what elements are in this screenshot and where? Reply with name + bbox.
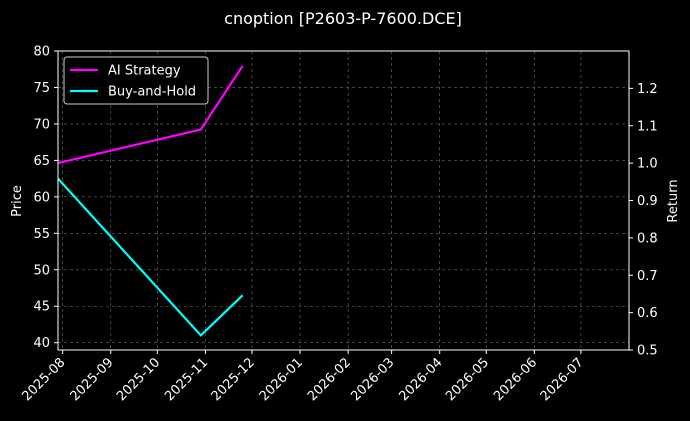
x-tick-label: 2026-03 — [348, 355, 397, 404]
series-layer — [57, 65, 244, 337]
y-tick-label: 55 — [33, 227, 50, 242]
series-line-buy-and-hold — [57, 177, 244, 337]
y-tick-label: 75 — [33, 81, 50, 96]
x-tick-label: 2025-12 — [209, 355, 258, 404]
x-tick-label: 2025-08 — [19, 355, 68, 404]
x-tick-label: 2025-10 — [114, 355, 163, 404]
x-tick-label: 2026-06 — [491, 355, 540, 404]
y-tick-label: 50 — [33, 263, 50, 278]
y2-tick-label: 1.2 — [637, 82, 658, 97]
x-tick-label: 2026-02 — [305, 355, 354, 404]
x-tick-label: 2026-07 — [538, 355, 587, 404]
x-tick-label: 2026-04 — [397, 355, 446, 404]
left-y-axis: 40 45 50 55 60 65 70 75 80 — [33, 45, 58, 351]
y2-tick-label: 1.0 — [637, 157, 658, 172]
legend: AI Strategy Buy-and-Hold — [63, 56, 209, 105]
x-tick-label: 2025-09 — [68, 355, 117, 404]
y-tick-label: 40 — [33, 336, 50, 351]
y-axis-label: Price — [10, 185, 25, 217]
x-tick-label: 2025-11 — [162, 355, 211, 404]
y2-axis-label: Return — [666, 179, 681, 222]
y-tick-label: 65 — [33, 154, 50, 169]
legend-frame — [63, 56, 209, 105]
right-y-axis: 0.5 0.6 0.7 0.8 0.9 1.0 1.1 1.2 — [629, 82, 658, 359]
y-tick-label: 45 — [33, 300, 50, 315]
y2-tick-label: 0.6 — [637, 306, 658, 321]
y2-tick-label: 0.5 — [637, 344, 658, 359]
legend-label: AI Strategy — [108, 64, 181, 79]
y2-tick-label: 0.8 — [637, 231, 658, 246]
y2-tick-label: 0.7 — [637, 269, 658, 284]
y2-tick-label: 0.9 — [637, 194, 658, 209]
chart-title: cnoption [P2603-P-7600.DCE] — [224, 9, 462, 28]
series-line-ai-strategy — [57, 65, 244, 165]
x-tick-label: 2026-05 — [443, 355, 492, 404]
x-tick-label: 2026-01 — [257, 355, 306, 404]
y-tick-label: 60 — [33, 190, 50, 205]
y-tick-label: 80 — [33, 45, 50, 60]
y-tick-label: 70 — [33, 117, 50, 132]
y2-tick-label: 1.1 — [637, 119, 658, 134]
grid — [58, 50, 629, 350]
legend-label: Buy-and-Hold — [108, 85, 196, 100]
